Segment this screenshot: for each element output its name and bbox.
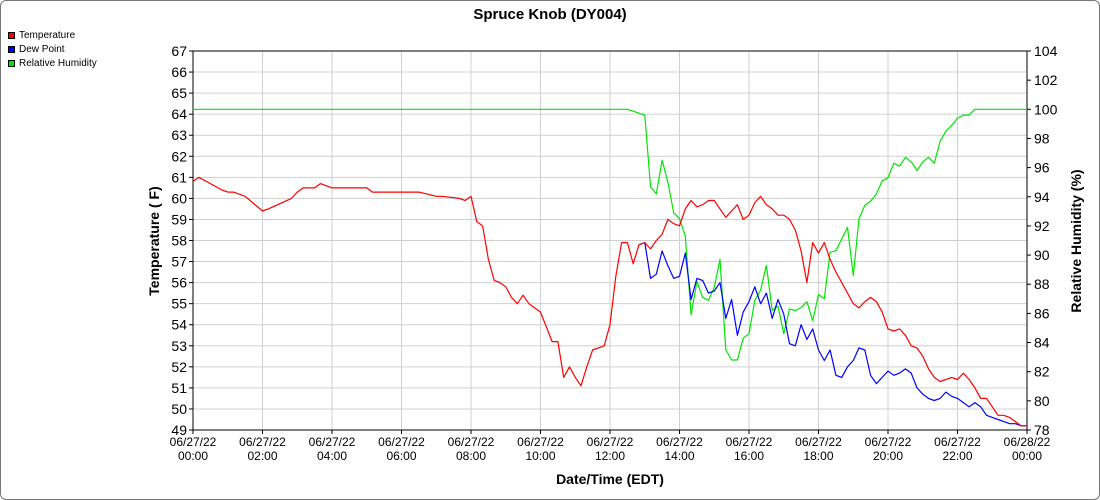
y-axis-label: Temperature ( F): [146, 186, 162, 295]
x-tick-label-date: 06/27/22: [517, 435, 564, 449]
series-line-dew-point: [638, 242, 1027, 427]
y-tick-label: 55: [171, 296, 187, 312]
y-tick-label: 64: [171, 106, 187, 122]
y-tick-label: 50: [171, 401, 187, 417]
y-tick-label: 66: [171, 64, 187, 80]
legend-label-relative-humidity: Relative Humidity: [19, 57, 97, 69]
y-tick-label: 65: [171, 85, 187, 101]
series-line-temperature: [192, 176, 1027, 427]
x-tick-label-time: 04:00: [317, 449, 347, 463]
x-axis-label: Date/Time (EDT): [556, 471, 664, 487]
x-tick-label-time: 14:00: [664, 449, 694, 463]
y-tick-label: 58: [171, 233, 187, 249]
y2-tick-label: 92: [1034, 218, 1050, 234]
y2-tick-label: 84: [1034, 335, 1050, 351]
legend-label-dew-point: Dew Point: [19, 43, 65, 55]
x-tick-label-time: 08:00: [456, 449, 486, 463]
x-tick-label-time: 16:00: [734, 449, 764, 463]
y2-tick-label: 80: [1034, 393, 1050, 409]
legend-label-temperature: Temperature: [19, 29, 76, 41]
y2-tick-label: 82: [1034, 364, 1050, 380]
x-tick-label-date: 06/27/22: [656, 435, 703, 449]
x-tick-label-date: 06/27/22: [170, 435, 217, 449]
legend-swatch-temperature: [8, 31, 15, 39]
y-tick-label: 57: [171, 254, 187, 270]
x-tick-label-date: 06/27/22: [587, 435, 634, 449]
legend-swatch-relative-humidity: [8, 59, 15, 67]
x-tick-label-time: 18:00: [803, 449, 833, 463]
legend-item-dew-point[interactable]: Dew Point: [8, 42, 97, 56]
y-tick-label: 62: [171, 148, 187, 164]
x-tick-label-time: 02:00: [247, 449, 277, 463]
y2-tick-label: 104: [1034, 43, 1058, 59]
x-tick-label-date: 06/27/22: [934, 435, 981, 449]
x-tick-label-date: 06/27/22: [378, 435, 425, 449]
x-tick-label-date: 06/27/22: [795, 435, 842, 449]
x-tick-label-time: 00:00: [178, 449, 208, 463]
y-tick-label: 53: [171, 338, 187, 354]
y2-tick-label: 78: [1034, 422, 1050, 438]
y-tick-label: 60: [171, 190, 187, 206]
legend-swatch-dew-point: [8, 45, 15, 53]
y2-tick-label: 88: [1034, 276, 1050, 292]
series-line-relative-humidity: [193, 108, 1027, 361]
legend-item-relative-humidity[interactable]: Relative Humidity: [8, 56, 97, 70]
plot-border: [192, 50, 1028, 431]
x-tick-label-time: 12:00: [595, 449, 625, 463]
chart-title: Spruce Knob (DY004): [473, 6, 626, 23]
x-tick-label-date: 06/27/22: [726, 435, 773, 449]
y-tick-label: 52: [171, 359, 187, 375]
y2-tick-label: 100: [1034, 101, 1058, 117]
y-tick-label: 61: [171, 169, 187, 185]
x-tick-label-date: 06/27/22: [239, 435, 286, 449]
legend: Temperature Dew Point Relative Humidity: [8, 28, 97, 70]
x-tick-label-date: 06/27/22: [865, 435, 912, 449]
y-tick-label: 56: [171, 275, 187, 291]
y2-tick-label: 90: [1034, 247, 1050, 263]
x-tick-label-time: 20:00: [873, 449, 903, 463]
y2-tick-label: 102: [1034, 72, 1058, 88]
x-tick-label-date: 06/28/22: [1004, 435, 1051, 449]
y-tick-label: 49: [171, 422, 187, 438]
y-tick-label: 54: [171, 317, 187, 333]
y-tick-label: 67: [171, 43, 187, 59]
y-tick-label: 51: [171, 380, 187, 396]
legend-item-temperature[interactable]: Temperature: [8, 28, 97, 42]
x-tick-label-time: 06:00: [386, 449, 416, 463]
y-tick-label: 59: [171, 211, 187, 227]
y-tick-label: 63: [171, 127, 187, 143]
y2-tick-label: 94: [1034, 189, 1050, 205]
x-tick-label-date: 06/27/22: [309, 435, 356, 449]
y2-tick-label: 96: [1034, 160, 1050, 176]
x-tick-label-date: 06/27/22: [448, 435, 495, 449]
y2-tick-label: 98: [1034, 130, 1050, 146]
x-tick-label-time: 00:00: [1012, 449, 1042, 463]
y2-tick-label: 86: [1034, 305, 1050, 321]
x-tick-label-time: 10:00: [525, 449, 555, 463]
y2-axis-label: Relative Humidity (%): [1068, 169, 1084, 312]
x-tick-label-time: 22:00: [942, 449, 972, 463]
